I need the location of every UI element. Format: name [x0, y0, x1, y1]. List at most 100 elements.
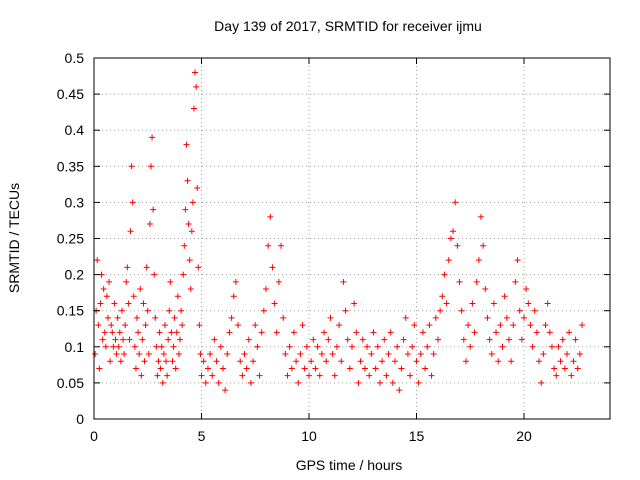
data-point — [239, 372, 246, 379]
data-point — [415, 379, 422, 386]
data-point — [282, 351, 289, 358]
data-point — [473, 278, 480, 285]
data-point — [222, 387, 229, 394]
data-point — [209, 372, 216, 379]
data-point — [179, 322, 186, 329]
data-point — [106, 278, 113, 285]
data-point — [542, 322, 549, 329]
data-point — [125, 300, 132, 307]
data-point — [426, 322, 433, 329]
data-point — [180, 271, 187, 278]
data-point — [139, 336, 146, 343]
data-point — [467, 343, 474, 350]
data-point — [161, 322, 168, 329]
data-point — [146, 221, 153, 228]
data-point — [514, 257, 521, 264]
data-point — [195, 264, 202, 271]
data-point — [533, 329, 540, 336]
data-point — [293, 358, 300, 365]
data-point — [115, 343, 122, 350]
data-point — [182, 206, 189, 213]
data-point — [349, 343, 355, 350]
data-point — [136, 351, 143, 358]
data-point — [495, 358, 502, 365]
data-point — [510, 322, 517, 329]
data-point — [284, 372, 291, 379]
data-point — [149, 134, 156, 141]
data-point — [346, 365, 353, 372]
data-point — [204, 365, 211, 372]
data-point — [480, 242, 487, 249]
data-point — [100, 286, 107, 293]
data-point — [387, 329, 394, 336]
data-point — [475, 257, 482, 264]
data-point — [265, 242, 272, 249]
data-point — [178, 307, 185, 314]
data-point — [497, 322, 504, 329]
x-axis-ticks: 0 5 10 15 20 — [90, 58, 532, 444]
data-point — [113, 351, 120, 358]
data-point — [151, 271, 158, 278]
data-point — [122, 322, 129, 329]
data-point — [103, 293, 110, 300]
data-point — [247, 379, 254, 386]
data-point — [411, 322, 418, 329]
data-point — [490, 300, 497, 307]
data-point — [260, 307, 267, 314]
data-point — [417, 351, 424, 358]
data-point — [173, 329, 180, 336]
data-point — [192, 69, 199, 76]
data-point — [275, 278, 282, 285]
data-point — [503, 314, 510, 321]
data-point — [521, 314, 527, 321]
y-tick-label: 0.4 — [65, 122, 85, 138]
data-point — [447, 235, 454, 242]
data-point — [200, 358, 207, 365]
data-point — [163, 358, 170, 365]
data-point — [400, 336, 407, 343]
data-point — [156, 329, 163, 336]
data-point — [254, 343, 261, 350]
data-point — [314, 343, 321, 350]
data-point — [183, 141, 190, 148]
data-point — [316, 372, 323, 379]
data-point — [169, 358, 176, 365]
data-point — [160, 351, 167, 358]
data-point — [198, 372, 205, 379]
data-point — [469, 300, 476, 307]
data-point — [508, 358, 515, 365]
data-point — [241, 351, 248, 358]
data-point — [144, 307, 151, 314]
data-point — [303, 343, 310, 350]
data-point — [376, 379, 383, 386]
data-point — [299, 322, 306, 329]
data-point — [357, 358, 364, 365]
data-point — [127, 228, 134, 235]
x-tick-label: 5 — [198, 428, 206, 444]
data-point — [116, 329, 123, 336]
data-point — [505, 336, 512, 343]
data-point — [129, 199, 136, 206]
data-point — [342, 307, 349, 314]
data-point — [327, 314, 334, 321]
data-point — [566, 329, 573, 336]
data-point — [235, 322, 242, 329]
data-point — [493, 329, 500, 336]
data-point — [564, 351, 570, 358]
data-point — [159, 379, 166, 386]
data-point — [267, 213, 274, 220]
data-point — [102, 343, 109, 350]
data-point — [177, 336, 183, 343]
data-point — [531, 307, 538, 314]
data-point — [152, 314, 159, 321]
data-point — [132, 365, 139, 372]
data-point — [422, 365, 429, 372]
data-point — [230, 293, 237, 300]
data-point — [355, 379, 362, 386]
y-axis-label: SRMTID / TECUs — [6, 183, 22, 293]
data-point — [193, 83, 200, 90]
data-point — [99, 336, 106, 343]
data-point — [92, 351, 99, 358]
data-point — [220, 365, 226, 372]
